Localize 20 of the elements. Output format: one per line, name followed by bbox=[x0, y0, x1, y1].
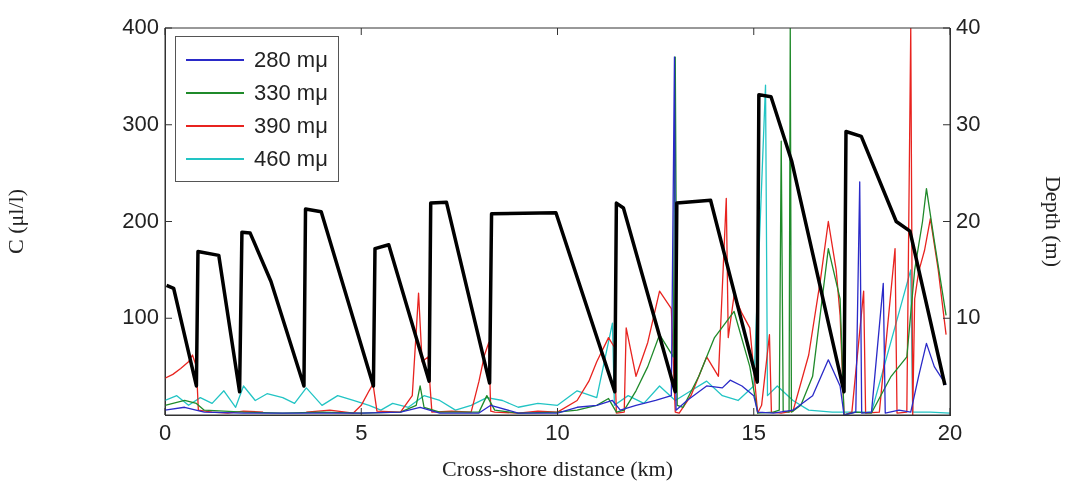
legend-label: 330 mμ bbox=[254, 79, 328, 106]
y2-tick-label: 10 bbox=[956, 304, 981, 330]
legend-label: 460 mμ bbox=[254, 145, 328, 172]
legend-label: 390 mμ bbox=[254, 112, 328, 139]
x-tick-label: 20 bbox=[937, 420, 963, 446]
x-tick-label: 0 bbox=[158, 420, 172, 446]
y-tick-label: 400 bbox=[122, 14, 159, 40]
y-tick-label: 300 bbox=[122, 110, 159, 136]
y2-tick-label: 30 bbox=[956, 110, 981, 136]
y2-tick-label: 40 bbox=[956, 14, 981, 40]
x-tick-label: 5 bbox=[355, 420, 368, 446]
legend-label: 280 mμ bbox=[254, 46, 328, 73]
y-axis-title: C (μl/l) bbox=[2, 189, 28, 254]
x-tick-label: 10 bbox=[545, 420, 570, 446]
y-tick-label: 100 bbox=[122, 304, 159, 330]
y2-axis-title: Depth (m) bbox=[1041, 175, 1067, 268]
x-axis-title: Cross-shore distance (km) bbox=[442, 455, 673, 481]
x-tick-label: 15 bbox=[741, 420, 766, 446]
y2-tick-label: 20 bbox=[956, 207, 981, 233]
y-tick-label: 200 bbox=[122, 207, 159, 233]
